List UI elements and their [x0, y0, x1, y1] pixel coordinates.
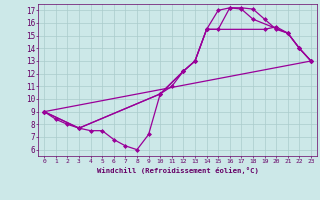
X-axis label: Windchill (Refroidissement éolien,°C): Windchill (Refroidissement éolien,°C) — [97, 167, 259, 174]
